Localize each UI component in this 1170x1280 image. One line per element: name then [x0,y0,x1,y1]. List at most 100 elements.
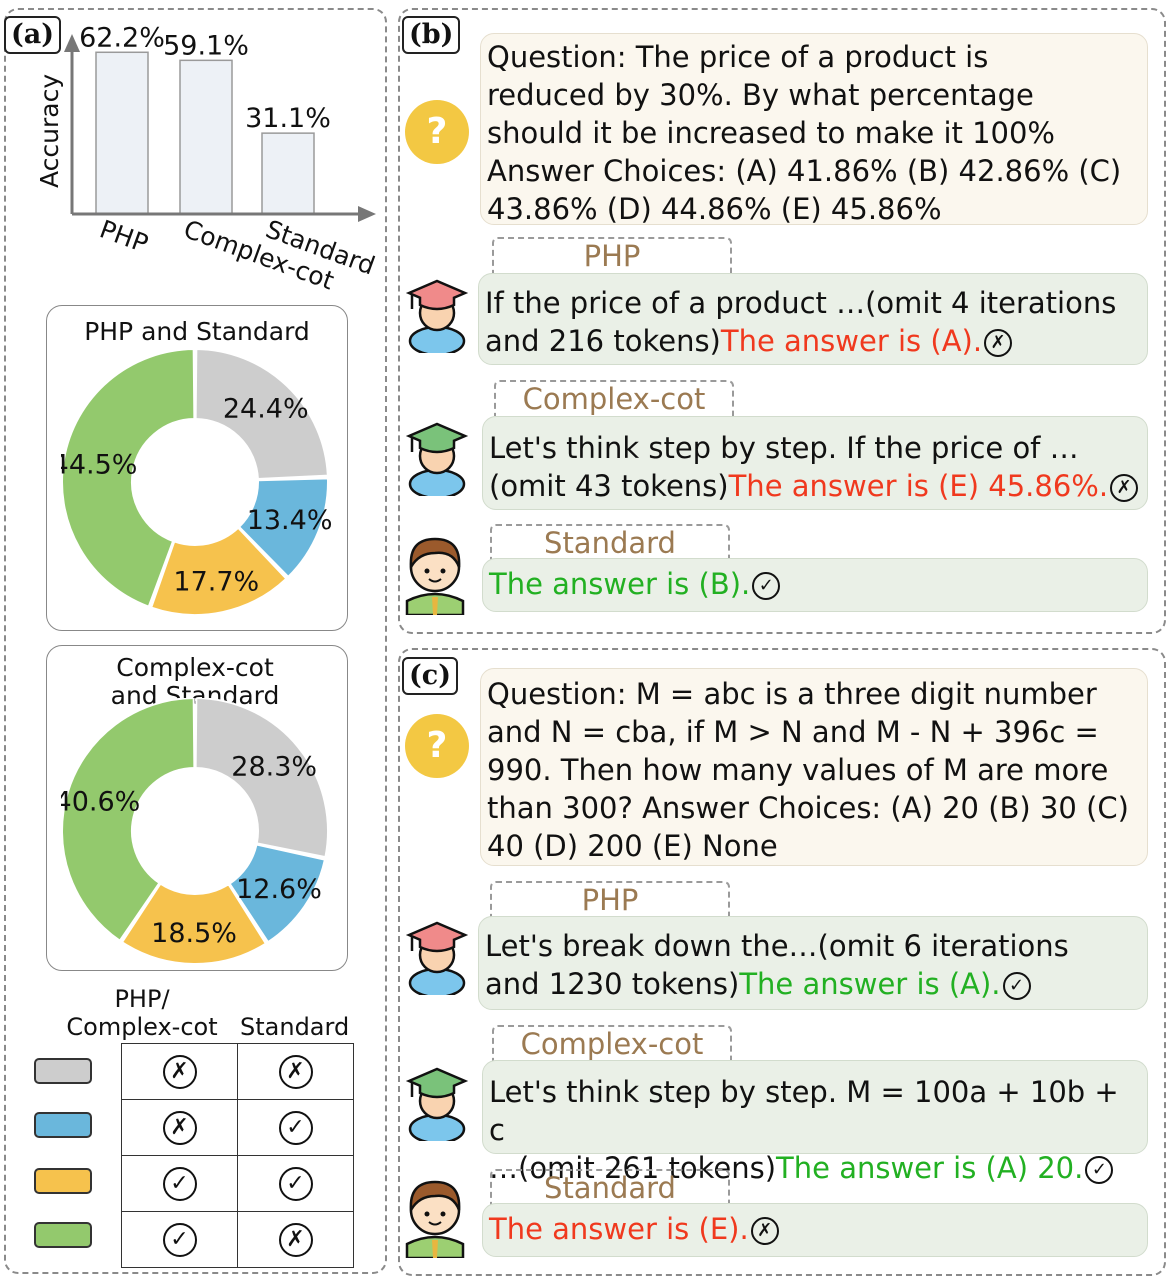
standard-tag: Standard [490,1169,730,1205]
bar-php [95,51,149,215]
legend-header-col1-line2: Complex-cot [66,1013,218,1041]
check-icon: ✓ [162,1166,197,1201]
legend-header-col2: Standard [240,1013,350,1041]
complex-cot-reasoning-line: Let's think step by step. If the price o… [489,431,1079,465]
check-icon: ✓ [1085,1156,1114,1184]
legend-header-col1-line1: PHP/ [114,985,170,1013]
question-icon: ? [405,100,469,164]
wrong-icon: ✗ [1110,474,1139,502]
question-line: Question: The price of a product is [487,40,989,74]
wrong-icon: ✗ [278,1054,313,1089]
donut-slice [149,526,288,616]
pie-title-line2: and Standard [110,681,280,710]
php-answer-box: If the price of a product …(omit 4 itera… [478,273,1148,365]
question-line: reduced by 30%. By what percentage [487,78,1034,112]
donut-slice [61,349,196,608]
donut-chart-complex-standard: 28.3% 12.6% 18.5% 40.6% [61,698,329,965]
php-omit-text: and 1230 tokens) [485,967,740,1001]
complex-cot-reasoning-line2: (omit 43 tokens)The answer is (E) 45.86%… [489,467,1141,505]
student-red-cap-icon [405,921,469,995]
php-tag: PHP [490,881,730,917]
question-line: than 300? Answer Choices: (A) 20 (B) 30 … [487,791,1129,825]
question-line: 990. Then how many values of M are more [487,753,1109,787]
complex-cot-omit-text: (omit 43 tokens) [489,469,729,503]
donut-slice-label: 12.6% [236,874,322,905]
legend-row-yellow: ✓ ✓ [121,1155,354,1212]
donut-slice-label: 24.4% [223,394,309,425]
php-answer-box: Let's break down the…(omit 6 iterations … [478,916,1148,1010]
student-green-cap-icon [405,422,469,496]
php-reasoning-line2: and 216 tokens)The answer is (A). ✗ [485,322,1141,360]
panel-a [4,8,387,1274]
question-box: Question: The price of a product is redu… [480,33,1148,226]
student-boy-icon [405,1180,465,1258]
question-line: Question: M = abc is a three digit numbe… [487,677,1097,711]
donut-slice-label: 13.4% [247,505,331,536]
donut-slice [120,882,268,965]
bar-value-label: 62.2% [79,22,165,53]
donut-slice [228,843,327,944]
question-line: should it be increased to make it 100% [487,116,1055,150]
wrong-icon: ✗ [278,1222,313,1257]
pie-title: PHP and Standard [84,317,310,346]
check-icon: ✓ [1002,972,1031,1000]
pie-title: Complex-cot and Standard [47,654,343,710]
student-boy-icon [405,537,465,615]
x-axis-arrow [358,206,376,222]
wrong-icon: ✗ [984,329,1013,357]
php-final-answer: The answer is (A). [720,324,983,358]
panel-c [398,648,1166,1276]
legend-swatch-yellow [34,1168,92,1194]
student-green-cap-icon [405,1067,469,1141]
php-reasoning-line: If the price of a product …(omit 4 itera… [485,286,1117,320]
pie-card-php-standard: PHP and Standard 24.4% 13.4% 17.7% 44.5% [46,305,348,631]
donut-slice-label: 40.6% [61,786,140,817]
legend-row-gray: ✗ ✗ [121,1043,354,1100]
php-final-answer: The answer is (A). [739,967,1001,1001]
standard-answer-box: The answer is (E). ✗ [482,1203,1148,1257]
donut-slice [194,349,329,481]
check-icon: ✓ [752,572,781,600]
php-reasoning-line: Let's break down the…(omit 6 iterations [485,929,1069,963]
complex-cot-final-answer: The answer is (E) 45.86%. [728,469,1109,503]
wrong-icon: ✗ [750,1217,779,1245]
accuracy-bar-chart: Accuracy 62.2%PHP59.1%Complex-cot31.1%St… [35,22,379,295]
donut-slice [194,698,329,859]
question-line: Answer Choices: (A) 41.86% (B) 42.86% (C… [487,154,1122,188]
legend-row-blue: ✗ ✓ [121,1099,354,1156]
donut-chart-php-standard: 24.4% 13.4% 17.7% 44.5% [61,349,331,616]
donut-slice [61,698,196,943]
legend-swatch-blue [34,1112,92,1138]
complex-cot-final-answer: The answer is (A) 20. [776,1151,1084,1185]
panel-b [398,8,1166,634]
question-line: and N = cba, if M > N and M - N + 396c = [487,715,1099,749]
y-axis-label: Accuracy [35,74,64,188]
donut-slice-label: 17.7% [173,567,259,598]
wrong-icon: ✗ [162,1110,197,1145]
student-red-cap-icon [405,279,469,353]
panel-b-label: (b) [402,16,461,54]
bar-value-label: 59.1% [163,30,249,61]
category-label: PHP [96,214,152,258]
question-box: Question: M = abc is a three digit numbe… [480,668,1148,866]
complex-cot-answer-box: Let's think step by step. M = 100a + 10b… [482,1060,1148,1185]
complex-cot-answer-box: Let's think step by step. If the price o… [482,416,1148,510]
standard-final-answer: The answer is (B). [489,567,751,601]
bar-complex-cot [179,59,233,215]
legend-table: ✗ ✗ ✗ ✓ ✓ ✓ ✓ ✗ [121,1043,354,1268]
complex-cot-reasoning-line: Let's think step by step. M = 100a + 10b… [489,1075,1119,1147]
donut-slice-label: 28.3% [231,752,317,783]
legend-row-green: ✓ ✗ [121,1211,354,1268]
legend-swatch-green [34,1222,92,1248]
bar-standard [261,132,315,215]
standard-answer-box: The answer is (B). ✓ [482,558,1148,612]
php-reasoning-line2: and 1230 tokens)The answer is (A). ✓ [485,965,1141,1003]
php-omit-text: and 216 tokens) [485,324,721,358]
php-tag: PHP [492,237,732,273]
bar-value-label: 31.1% [245,103,331,134]
legend-header-col1: PHP/ Complex-cot [52,985,232,1041]
check-icon: ✓ [162,1222,197,1257]
complex-cot-tag: Complex-cot [494,380,734,416]
standard-final-answer: The answer is (E). [489,1212,749,1246]
y-axis-arrow [64,34,80,52]
